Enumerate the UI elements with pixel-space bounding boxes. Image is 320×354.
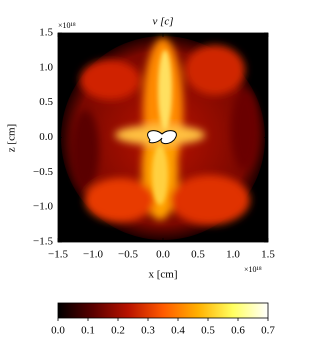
x-tick-label: −1.0 (83, 249, 103, 261)
y-tick-label: 1.5 (39, 27, 53, 39)
x-offset-text: ×10¹⁸ (244, 265, 262, 274)
colorbar-tick-label: 0.2 (111, 325, 125, 337)
y-tick-label: 0.0 (39, 131, 53, 143)
x-tick-label: 1.0 (226, 249, 240, 261)
colorbar-tick-label: 0.1 (81, 325, 95, 337)
y-tick-label: 1.0 (39, 61, 53, 73)
x-tick-label: −1.5 (48, 249, 68, 261)
y-tick-label: 0.5 (39, 96, 53, 108)
colorbar-tick-label: 0.5 (201, 325, 215, 337)
x-tick-label: 0.0 (156, 249, 170, 261)
y-offset-text: ×10¹⁸ (58, 21, 76, 30)
colorbar (57, 302, 269, 319)
x-tick-label: 0.5 (191, 249, 205, 261)
y-axis-label: z [cm] (6, 124, 18, 152)
y-tick-label: −0.5 (33, 166, 53, 178)
x-tick-label: −0.5 (118, 249, 138, 261)
y-tick-label: −1.0 (33, 201, 53, 213)
colorbar-tick-label: 0.6 (231, 325, 245, 337)
heatmap-image (58, 33, 268, 242)
y-tick-label: −1.5 (33, 236, 53, 248)
colorbar-tick-label: 0.4 (171, 325, 185, 337)
x-axis-label: x [cm] (148, 269, 177, 281)
colorbar-tick-label: 0.7 (261, 325, 275, 337)
colorbar-tick-label: 0.0 (51, 325, 65, 337)
x-tick-label: 1.5 (261, 249, 275, 261)
chart-title: v [c] (152, 16, 173, 28)
colorbar-tick-label: 0.3 (141, 325, 155, 337)
